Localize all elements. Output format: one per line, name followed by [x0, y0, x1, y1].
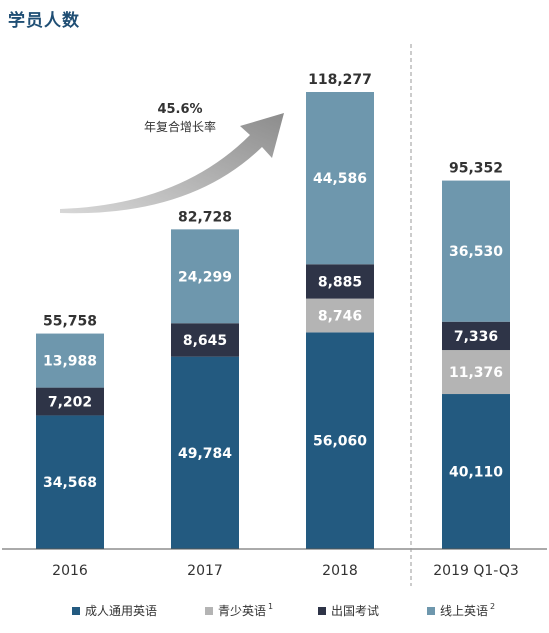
cagr-value: 45.6% [157, 102, 202, 117]
value-label-adult-english-0: 34,568 [43, 475, 97, 491]
legend-swatch-overseas-test [318, 606, 326, 615]
legend-label-adult-english: 成人通用英语 [85, 604, 158, 618]
total-label-0: 55,758 [43, 314, 97, 330]
value-label-online-english-1: 24,299 [178, 269, 232, 285]
total-label-1: 82,728 [178, 209, 232, 225]
bar-overseas-test-3 [442, 321, 510, 351]
value-label-adult-english-2: 56,060 [313, 434, 367, 450]
legend-item-online-english: 线上英语 2 [427, 602, 495, 619]
legend-swatch-youth-english [205, 606, 213, 615]
bar-adult-english-1 [171, 356, 239, 549]
legend-label-online-english: 线上英语 [440, 604, 489, 618]
bar-online-english-3 [442, 180, 510, 322]
value-label-online-english-2: 44,586 [313, 171, 367, 187]
bar-adult-english-0 [36, 415, 104, 549]
stacked-bar-chart: 45.6% 年复合增长率 34,568 7,202 13,988 55,758 49,7… [2, 44, 547, 586]
total-label-2: 118,277 [308, 72, 372, 88]
legend-footnote-youth-english: 1 [268, 602, 274, 611]
legend-item-adult-english: 成人通用英语 [72, 602, 157, 619]
value-label-online-english-3: 36,530 [449, 244, 503, 260]
bar-overseas-test-0 [36, 387, 104, 416]
legend-swatch-adult-english [72, 606, 80, 615]
total-label-3: 95,352 [449, 161, 503, 177]
legend-footnote-online-english: 2 [490, 602, 496, 611]
value-label-overseas-test-0: 7,202 [48, 395, 92, 411]
x-tick-label-2: 2018 [322, 563, 358, 579]
bar-online-english-2 [306, 92, 374, 265]
legend: 成人通用英语 青少英语 1 出国考试 线上英语 2 [0, 602, 549, 626]
value-label-youth-english-2: 8,746 [318, 308, 362, 324]
bar-online-english-0 [36, 333, 104, 388]
value-label-overseas-test-3: 7,336 [454, 329, 498, 345]
value-label-youth-english-3: 11,376 [449, 365, 503, 381]
legend-label-youth-english: 青少英语 [218, 604, 267, 618]
value-label-overseas-test-2: 8,885 [318, 274, 362, 290]
value-label-overseas-test-1: 8,645 [183, 333, 227, 349]
bar-online-english-1 [171, 229, 239, 324]
legend-item-youth-english: 青少英语 1 [205, 602, 273, 619]
bar-youth-english-2 [306, 298, 374, 333]
page-title: 学员人数 [8, 11, 80, 31]
value-label-adult-english-3: 40,110 [449, 465, 503, 481]
legend-label-overseas-test: 出国考试 [331, 604, 380, 618]
legend-swatch-online-english [427, 606, 435, 615]
legend-item-overseas-test: 出国考试 [318, 602, 379, 619]
x-tick-label-3: 2019 Q1-Q3 [433, 563, 519, 579]
value-label-adult-english-1: 49,784 [178, 446, 232, 462]
bar-adult-english-2 [306, 332, 374, 549]
bar-overseas-test-1 [171, 323, 239, 357]
growth-arrow-icon [60, 113, 284, 214]
cagr-label: 年复合增长率 [144, 119, 216, 134]
bar-overseas-test-2 [306, 264, 374, 299]
bar-adult-english-3 [442, 394, 510, 549]
bar-youth-english-3 [442, 350, 510, 395]
x-tick-label-1: 2017 [187, 563, 223, 579]
x-tick-label-0: 2016 [52, 563, 88, 579]
value-label-online-english-0: 13,988 [43, 354, 97, 370]
